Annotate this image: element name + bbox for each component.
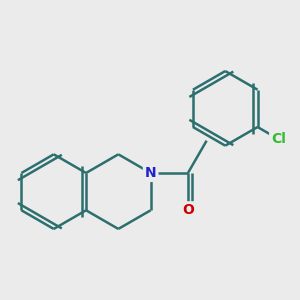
Text: O: O	[182, 203, 194, 217]
Text: Cl: Cl	[271, 132, 286, 146]
Text: N: N	[145, 166, 157, 180]
